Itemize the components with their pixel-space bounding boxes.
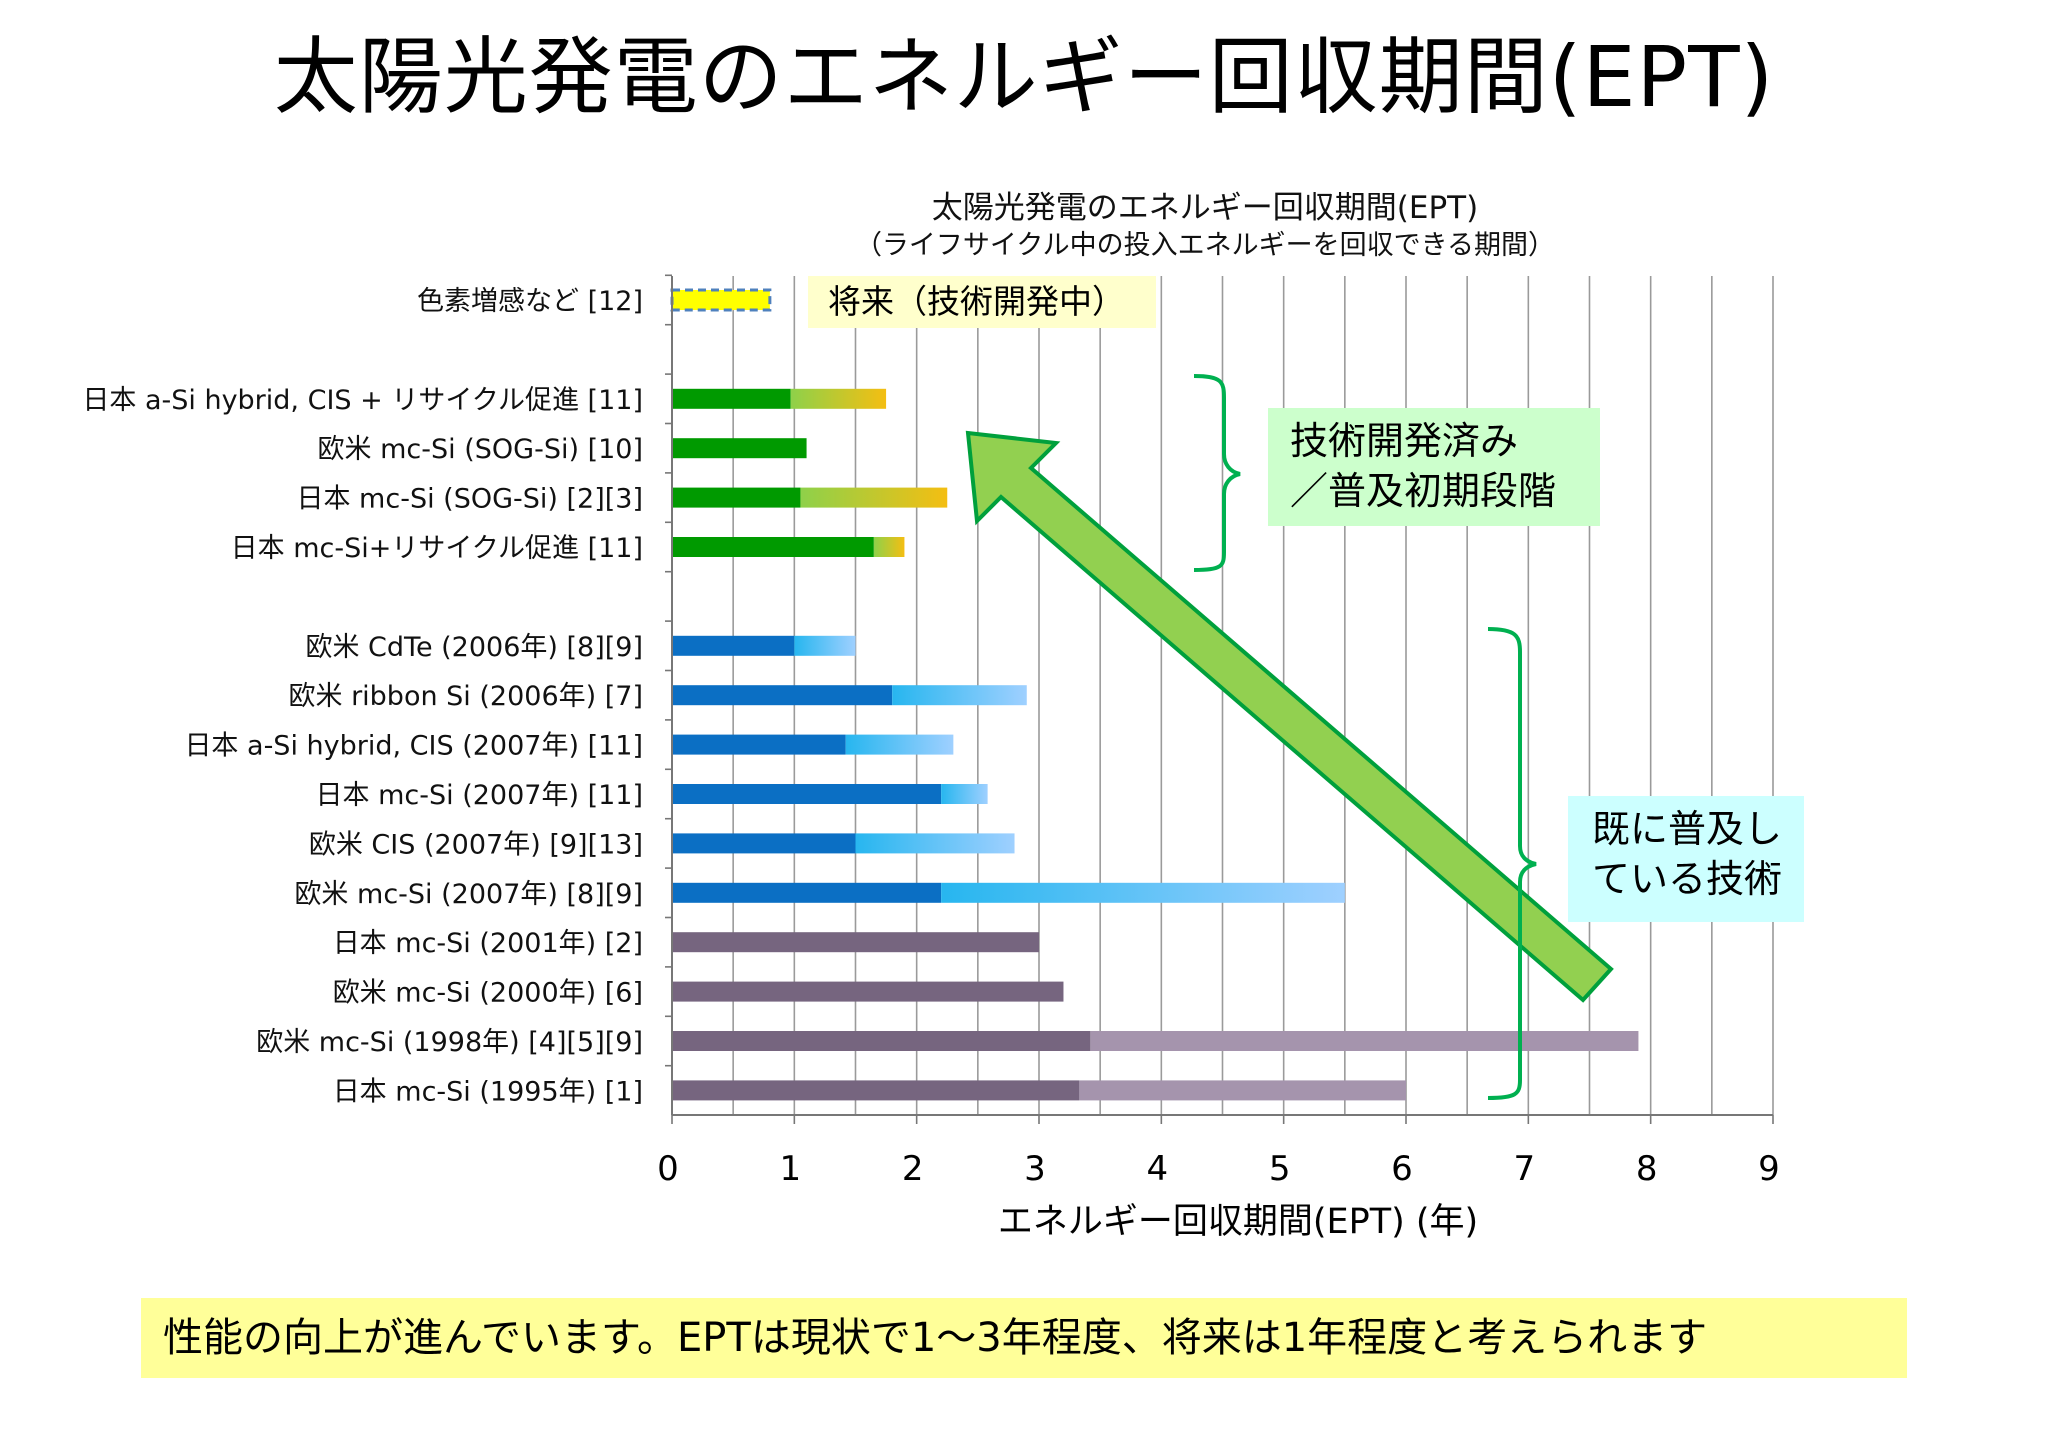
bar-range-blue bbox=[892, 685, 1027, 706]
x-tick-label: 3 bbox=[1024, 1149, 1046, 1189]
bar-base-blue bbox=[672, 882, 942, 903]
bar-range-green bbox=[873, 537, 905, 557]
x-tick-label: 7 bbox=[1514, 1149, 1536, 1189]
bar-range-blue bbox=[941, 784, 988, 804]
x-tick-label: 5 bbox=[1269, 1149, 1291, 1189]
x-tick-label: 1 bbox=[780, 1149, 802, 1189]
x-axis-title: エネルギー回収期間(EPT) (年) bbox=[998, 1202, 1478, 1242]
category-label: 欧米 mc-Si (SOG-Si) [10] bbox=[318, 434, 643, 465]
category-label: 日本 mc-Si (2001年) [2] bbox=[333, 928, 643, 959]
bar-range-purple bbox=[1079, 1080, 1406, 1101]
bar-range-purple bbox=[1090, 1031, 1639, 1051]
category-label: 日本 mc-Si (2007年) [11] bbox=[316, 780, 643, 811]
category-label: 欧米 mc-Si (1998年) [4][5][9] bbox=[256, 1027, 643, 1058]
category-label: 色素増感など [12] bbox=[417, 286, 643, 317]
category-label: 日本 a-Si hybrid, CIS (2007年) [11] bbox=[184, 731, 643, 762]
bar-range-green bbox=[800, 487, 948, 508]
brace-developed bbox=[1193, 374, 1241, 572]
note-spread-line2: ている技術 bbox=[1592, 857, 1783, 901]
bar-base-blue bbox=[672, 833, 856, 854]
category-label: 欧米 ribbon Si (2006年) [7] bbox=[288, 681, 643, 712]
category-label: 欧米 CIS (2007年) [9][13] bbox=[309, 829, 643, 860]
category-label: 日本 mc-Si (SOG-Si) [2][3] bbox=[296, 484, 643, 515]
bar-base-blue bbox=[672, 734, 846, 755]
chart-subtitle: （ライフサイクル中の投入エネルギーを回収できる期間） bbox=[854, 230, 1556, 261]
trend-arrow bbox=[965, 430, 1614, 1003]
category-label: 欧米 mc-Si (2007年) [8][9] bbox=[294, 879, 643, 910]
bars bbox=[670, 288, 1639, 1101]
bar-range-blue bbox=[845, 734, 954, 755]
bottom-note: 性能の向上が進んでいます。EPTは現状で1～3年程度、将来は1年程度と考えられま… bbox=[141, 1298, 1907, 1378]
x-tick-label: 2 bbox=[902, 1149, 924, 1189]
bar-range-blue bbox=[855, 833, 1015, 854]
note-spread: 既に普及し ている技術 bbox=[1568, 796, 1804, 922]
x-tick-label: 9 bbox=[1758, 1149, 1780, 1189]
note-future: 将来（技術開発中） bbox=[808, 276, 1156, 328]
bar-base-purple bbox=[672, 1080, 1080, 1101]
bar-base-blue bbox=[672, 635, 795, 656]
x-tick-label: 6 bbox=[1391, 1149, 1413, 1189]
category-label: 欧米 mc-Si (2000年) [6] bbox=[333, 978, 643, 1009]
note-spread-line1: 既に普及し bbox=[1592, 807, 1783, 851]
bar-range-blue bbox=[941, 882, 1345, 903]
bar-range-green bbox=[790, 388, 887, 409]
bar-base-purple bbox=[672, 1031, 1091, 1051]
bar-base-green bbox=[672, 537, 874, 557]
bar-base-blue bbox=[672, 784, 942, 804]
note-developed-line1: 技術開発済み bbox=[1290, 419, 1519, 463]
bar-base-purple bbox=[672, 981, 1064, 1002]
brace-spread bbox=[1487, 627, 1537, 1100]
x-tick-label: 0 bbox=[657, 1149, 679, 1189]
category-label: 日本 a-Si hybrid, CIS + リサイクル促進 [11] bbox=[82, 385, 643, 416]
bar-base-green bbox=[672, 487, 801, 508]
bar-base-green bbox=[672, 388, 791, 409]
slide-title: 太陽光発電のエネルギー回収期間(EPT) bbox=[273, 28, 1775, 126]
category-labels: 色素増感など [12] 日本 a-Si hybrid, CIS + リサイクル促進… bbox=[82, 286, 643, 1107]
axes: 0 1 2 3 4 5 6 7 8 9 エネルギー回収期間(EPT) (年) bbox=[657, 274, 1780, 1242]
bar-base-blue bbox=[672, 685, 893, 706]
category-label: 日本 mc-Si+リサイクル促進 [11] bbox=[231, 533, 643, 564]
category-label: 欧米 CdTe (2006年) [8][9] bbox=[305, 632, 643, 663]
x-tick-label: 8 bbox=[1636, 1149, 1658, 1189]
chart-title: 太陽光発電のエネルギー回収期間(EPT) bbox=[931, 190, 1479, 226]
x-tick-label: 4 bbox=[1147, 1149, 1169, 1189]
bar-base-purple bbox=[672, 932, 1039, 953]
note-developed-line2: ／普及初期段階 bbox=[1290, 469, 1557, 513]
bar-range-blue bbox=[794, 635, 856, 656]
category-label: 日本 mc-Si (1995年) [1] bbox=[333, 1076, 643, 1107]
bar-base-green bbox=[672, 438, 807, 459]
note-developed: 技術開発済み ／普及初期段階 bbox=[1268, 408, 1600, 526]
bar-dye bbox=[670, 288, 772, 312]
annotations-graphics bbox=[965, 374, 1614, 1100]
